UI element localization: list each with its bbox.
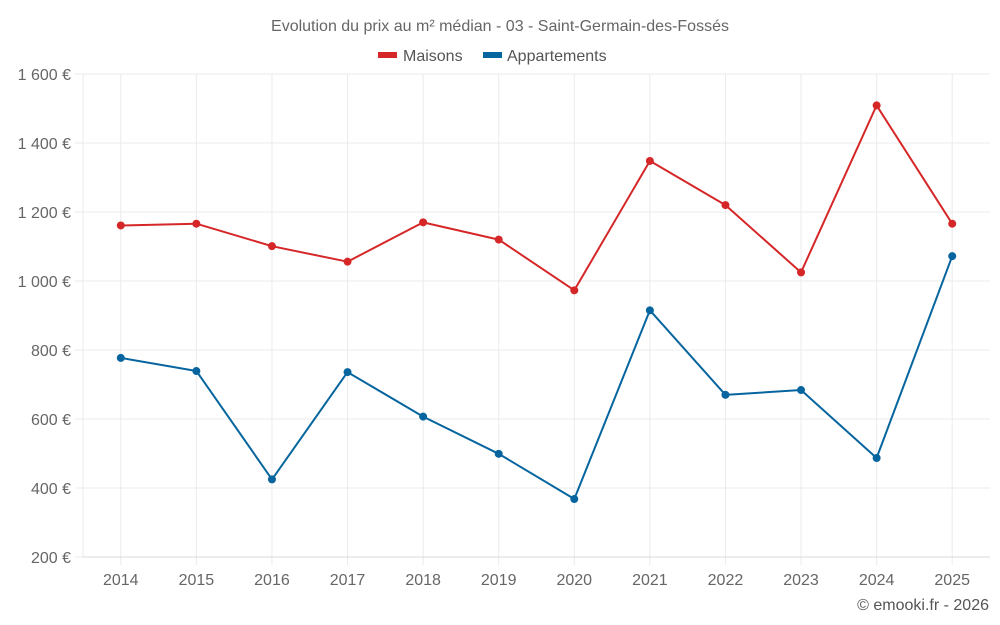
x-tick-label: 2023	[783, 572, 819, 589]
x-tick-label: 2025	[934, 572, 970, 589]
data-point-maisons[interactable]	[872, 101, 881, 110]
x-tick-label: 2014	[103, 572, 139, 589]
y-tick-label: 1 400 €	[18, 136, 71, 153]
legend-item-maisons[interactable]: Maisons	[378, 48, 463, 65]
x-tick-label: 2021	[632, 572, 668, 589]
x-tick-label: 2024	[859, 572, 895, 589]
data-point-appartements[interactable]	[419, 412, 428, 421]
data-point-appartements[interactable]	[494, 449, 503, 458]
data-point-appartements[interactable]	[116, 353, 125, 362]
chart-title: Evolution du prix au m² médian - 03 - Sa…	[271, 18, 729, 35]
y-tick-label: 200 €	[31, 550, 71, 567]
x-axis: 2014 2015 2016 2017 2018 2019 2020 2021 2022 2023…	[83, 556, 990, 589]
y-axis: 200 € 400 € 600 € 800 € 1 000 € 1 200 € 1 400 …	[18, 67, 83, 567]
x-tick-label: 2019	[481, 572, 517, 589]
data-point-maisons[interactable]	[116, 221, 125, 230]
data-point-maisons[interactable]	[192, 219, 201, 228]
data-point-appartements[interactable]	[721, 390, 730, 399]
data-point-appartements[interactable]	[192, 367, 201, 376]
data-point-maisons[interactable]	[267, 242, 276, 251]
y-tick-label: 1 200 €	[18, 205, 71, 222]
data-point-appartements[interactable]	[645, 306, 654, 315]
x-tick-label: 2022	[708, 572, 744, 589]
data-point-appartements[interactable]	[570, 495, 579, 504]
data-point-maisons[interactable]	[948, 219, 957, 228]
y-tick-label: 1 600 €	[18, 67, 71, 84]
data-point-maisons[interactable]	[419, 218, 428, 227]
y-tick-label: 800 €	[31, 343, 71, 360]
legend-item-appartements[interactable]: Appartements	[483, 48, 607, 65]
x-tick-label: 2018	[405, 572, 441, 589]
legend-label: Maisons	[403, 48, 463, 65]
data-point-appartements[interactable]	[267, 475, 276, 484]
x-tick-label: 2017	[330, 572, 366, 589]
data-point-maisons[interactable]	[494, 235, 503, 244]
x-tick-label: 2020	[556, 572, 592, 589]
copyright-footer: © emooki.fr - 2026	[857, 597, 989, 614]
x-tick-label: 2016	[254, 572, 290, 589]
series-line-maisons	[120, 104, 954, 292]
legend-swatch	[483, 52, 502, 58]
data-point-maisons[interactable]	[797, 268, 806, 277]
data-point-maisons[interactable]	[343, 257, 352, 266]
data-point-maisons[interactable]	[721, 201, 730, 210]
data-point-appartements[interactable]	[872, 453, 881, 462]
data-point-appartements[interactable]	[797, 386, 806, 395]
y-tick-label: 400 €	[31, 481, 71, 498]
x-tick-label: 2015	[179, 572, 215, 589]
legend: Maisons Appartements	[378, 48, 607, 65]
data-point-appartements[interactable]	[343, 368, 352, 377]
y-tick-label: 1 000 €	[18, 274, 71, 291]
series-layer	[116, 101, 957, 504]
data-point-appartements[interactable]	[948, 252, 957, 261]
data-point-maisons[interactable]	[570, 286, 579, 295]
grid-lines	[82, 73, 990, 565]
legend-label: Appartements	[507, 48, 607, 65]
series-line-appartements	[120, 255, 954, 500]
legend-swatch	[378, 52, 397, 58]
data-point-maisons[interactable]	[645, 156, 654, 165]
y-tick-label: 600 €	[31, 412, 71, 429]
